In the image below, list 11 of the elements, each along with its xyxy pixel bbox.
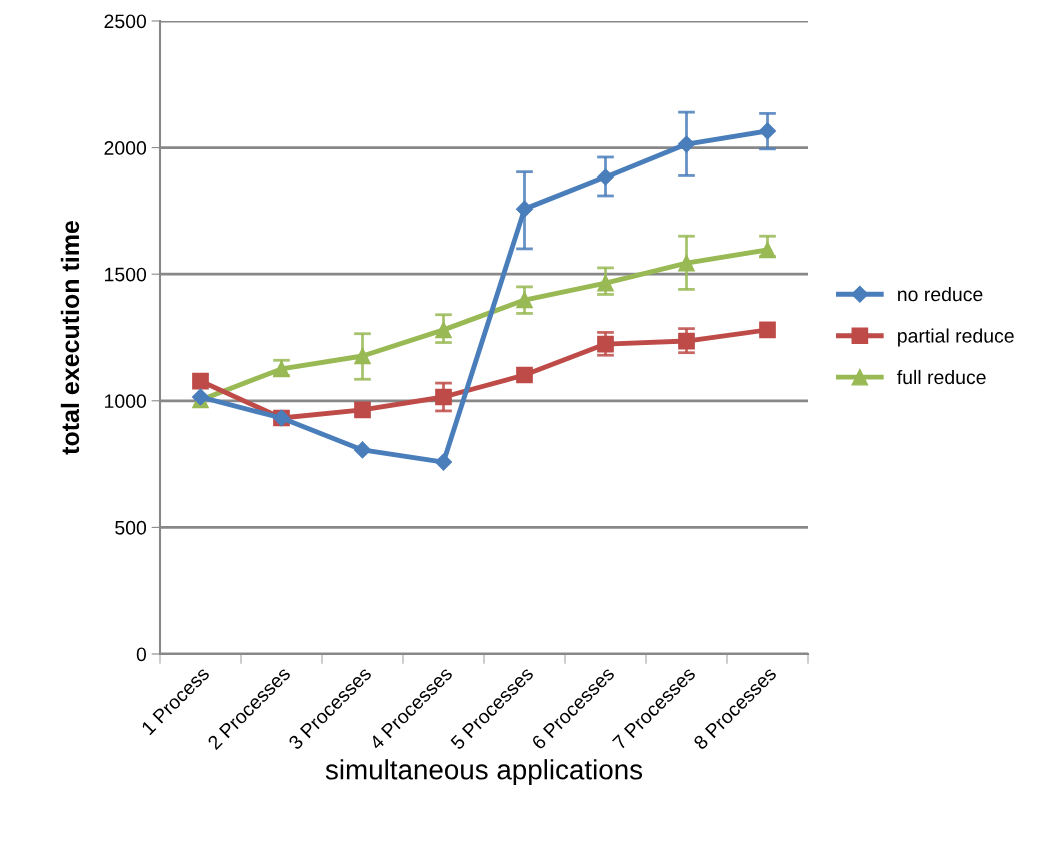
y-tick-label: 2500 xyxy=(104,14,147,29)
y-tick-label: 500 xyxy=(115,520,147,535)
y-tick-label: 0 xyxy=(136,647,147,662)
y-tick-label: 1500 xyxy=(105,267,147,282)
legend-label: partial reduce xyxy=(898,328,1014,347)
legend-label: full reduce xyxy=(897,369,986,385)
legend-label: no reduce xyxy=(898,286,983,302)
x-axis-title: simultaneous applications xyxy=(325,759,643,786)
y-tick-label: 2000 xyxy=(104,141,147,155)
y-tick-label: 1000 xyxy=(105,394,147,409)
y-axis-title: total execution time xyxy=(60,220,80,455)
